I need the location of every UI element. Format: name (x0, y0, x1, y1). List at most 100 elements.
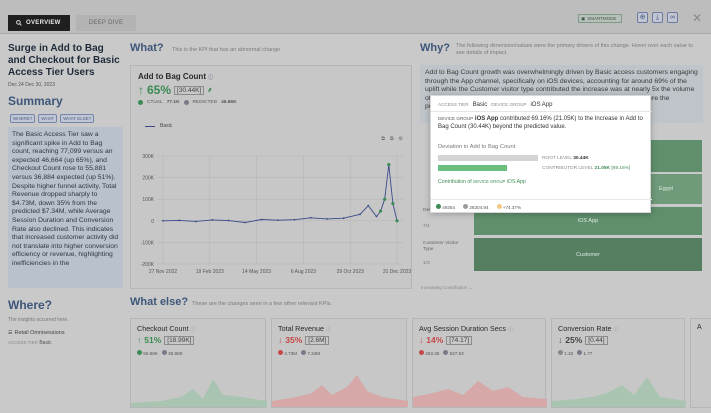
chart-legend[interactable]: Basic (145, 123, 172, 129)
contributor-level-value: 21.05K (594, 166, 610, 171)
tooltip-text-value: iOS App (474, 116, 499, 122)
kpi-card-partial[interactable]: A (690, 318, 711, 408)
mini-title: Total Revenue ⓘ (278, 324, 331, 333)
predicted-value: 46.66K (221, 100, 237, 105)
data-point[interactable] (359, 213, 361, 216)
mini-sparkline-session (413, 381, 547, 407)
mini-delta: [74.17] (446, 335, 473, 345)
footer-actual: 49354 (436, 204, 455, 210)
tree-cell-customer[interactable]: Customer (474, 238, 702, 271)
data-point[interactable] (178, 219, 181, 222)
info-icon: ⓘ (325, 327, 331, 333)
data-point[interactable] (383, 197, 387, 201)
tab-deep-dive[interactable]: DEEP DIVE (76, 15, 136, 31)
x-tick-label: 19 Feb 2023 (196, 269, 224, 275)
tree-label-visitor-type: Customer Visitor Type (423, 241, 459, 252)
predicted-dot-icon (301, 350, 307, 355)
mini-actual: 463.36 (419, 350, 439, 356)
arrow-right-icon: → (468, 285, 474, 290)
kpi-card-checkout[interactable]: Checkout Count ⓘ ↑ 51% [18.99K] 55.88K 3… (130, 318, 267, 408)
contribution-tooltip: ACCESS TIER Basic DEVICE GROUP iOS App D… (430, 95, 652, 214)
globe-icon[interactable]: ⊕ (637, 12, 648, 23)
data-point[interactable] (391, 201, 395, 206)
legend-line-icon (145, 125, 155, 127)
y-tick-label: 200K (142, 176, 154, 182)
data-point[interactable] (194, 220, 197, 223)
predicted-dot-icon (577, 350, 583, 355)
root-level-label-text: ROOT LEVEL (542, 156, 572, 161)
close-icon[interactable]: ✕ (692, 11, 703, 25)
mini-value: ↓ 14% [74.17] (419, 335, 473, 345)
data-point[interactable] (244, 221, 247, 224)
summary-heading: Summary (8, 94, 63, 108)
actual-value: 77.1K (166, 100, 180, 105)
data-point[interactable] (375, 215, 378, 218)
download-icon[interactable]: ⤓ (652, 12, 663, 23)
data-point[interactable] (162, 219, 164, 222)
chip-what[interactable]: WHAT (38, 114, 58, 123)
chip-what-else[interactable]: WHAT ELSE? (60, 114, 95, 123)
copy2-icon[interactable]: ⧉ (389, 136, 394, 142)
data-point[interactable] (309, 216, 312, 219)
copy-icon[interactable]: ⧉ (381, 136, 385, 142)
sparkle-icon: ⸙ (207, 86, 213, 94)
partial-card-title: A (697, 324, 702, 331)
mini-value: ↓ 35% [2.6M] (278, 335, 330, 345)
smartmode-toggle[interactable]: ▣ SMARTMODE (578, 14, 622, 23)
mini-title: Conversion Rate ⓘ (558, 324, 619, 333)
mini-title-text: Avg Session Duration Secs (419, 324, 506, 333)
data-point[interactable] (277, 219, 279, 222)
mini-predicted: 537.53 (443, 350, 464, 356)
search-icon (16, 20, 22, 26)
y-tick-label: 100K (142, 197, 154, 203)
link-icon[interactable]: ∞ (667, 12, 678, 23)
data-point[interactable] (326, 217, 329, 220)
tooltip-text-rest: contributed 69.16% (21.05K) to the Incre… (438, 116, 643, 130)
arrow-up-icon: ↑ (137, 335, 142, 345)
kpi-card-conversion[interactable]: Conversion Rate ⓘ ↓ 25% [0.44] 1.33 1.77 (551, 318, 686, 408)
data-point[interactable] (293, 218, 296, 221)
footer-change-value: +74.37% (502, 205, 522, 210)
actual-dot-icon (436, 204, 441, 209)
data-point[interactable] (211, 219, 214, 221)
change-dot-icon (496, 204, 502, 209)
settings-icon[interactable]: ⚙ (398, 136, 403, 142)
data-point[interactable] (378, 209, 383, 213)
kpi-card-revenue[interactable]: Total Revenue ⓘ ↓ 35% [2.6M] 4.73M 7.34M (271, 318, 408, 408)
footer-actual-value: 49354 (442, 205, 456, 210)
where-tier-value: Basic (39, 340, 52, 346)
arrow-down-icon: ↓ (278, 335, 283, 345)
kpi-card-session[interactable]: Avg Session Duration Secs ⓘ ↓ 14% [74.17… (412, 318, 547, 408)
contribution-title-a: Contribution of (438, 179, 472, 185)
database-icon: ☰ (8, 330, 13, 336)
data-point[interactable] (367, 204, 370, 207)
data-point[interactable] (387, 163, 391, 167)
y-tick-label: -100K (141, 240, 155, 246)
mini-change: 35% (285, 335, 303, 345)
mini-value: ↑ 51% [18.99K] (137, 335, 195, 345)
what-subtitle: This is the KPI that has an abnormal cha… (172, 47, 281, 53)
mini-delta: [18.99K] (164, 335, 195, 345)
data-point[interactable] (395, 219, 399, 223)
y-tick-label: 300K (142, 154, 154, 160)
chip-where[interactable]: WHERE? (10, 114, 36, 123)
where-item-label: Retail Omnisessions (14, 330, 65, 336)
data-point[interactable] (227, 219, 230, 222)
mini-stats: 1.33 1.77 (558, 350, 592, 356)
arrow-down-icon: ↓ (558, 335, 563, 345)
series-line-basic[interactable] (162, 164, 398, 223)
predicted-dot-icon (161, 350, 167, 355)
tree-cell-customer-label: Customer (576, 251, 600, 258)
contribution-title: Contribution of DEVICE GROUP iOS App (438, 179, 526, 185)
tab-overview[interactable]: OVERVIEW (8, 15, 70, 31)
tooltip-footer: 49354 28304.94 +74.37% (431, 199, 652, 214)
mini-value: ↓ 25% [0.44] (558, 335, 608, 345)
data-point[interactable] (260, 218, 263, 221)
x-tick-label: 14 May 2023 (242, 269, 271, 275)
info-icon[interactable]: ⓘ (208, 75, 214, 81)
chart-tools: ⧉ ⧉ ⚙ (381, 136, 403, 142)
tree-cell-top[interactable] (650, 140, 702, 172)
actual-dot-icon (558, 350, 563, 355)
data-point[interactable] (342, 217, 345, 220)
